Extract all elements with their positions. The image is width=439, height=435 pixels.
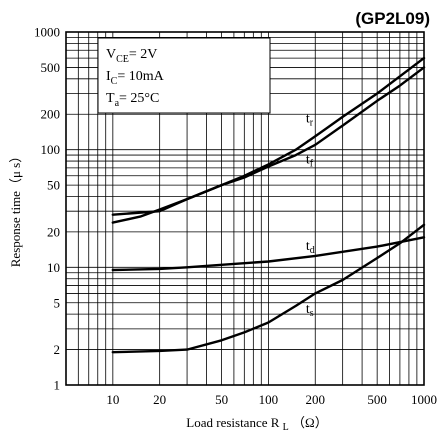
series-label-name: t (306, 112, 310, 127)
plot-frame (65, 31, 425, 386)
condition-subscript: a (115, 98, 120, 109)
y-tick-label: 20 (47, 224, 60, 239)
x-tick-label: 200 (306, 392, 326, 407)
y-tick-label: 100 (41, 142, 61, 157)
condition-symbol: T (106, 91, 115, 106)
condition-line: VCE= 2V (106, 47, 157, 65)
x-tick-label: 20 (153, 392, 166, 407)
condition-value: = 25°C (119, 91, 159, 106)
series-label-name: t (306, 239, 310, 254)
x-tick-label: 100 (259, 392, 279, 407)
conditions-box (97, 37, 271, 114)
condition-value: = 10mA (117, 69, 164, 84)
condition-subscript: CE (116, 54, 129, 65)
series-label-name: t (306, 302, 310, 317)
part-number: (GP2L09) (355, 9, 430, 28)
condition-symbol: I (106, 69, 111, 84)
x-tick-label: 1000 (411, 392, 437, 407)
x-tick-label: 500 (367, 392, 387, 407)
curve-tf (111, 66, 426, 224)
y-axis-title: Response time（μ s） (8, 150, 23, 267)
series-label-subscript: s (310, 308, 314, 319)
curve-ts (111, 223, 426, 354)
series-label-subscript: r (310, 118, 314, 129)
condition-symbol: V (106, 47, 116, 62)
conditions-box-background (98, 38, 270, 113)
y-tick-label: 50 (47, 178, 60, 193)
y-tick-labels: 1 2 5 10 20 50 100 200 500 1000 (34, 25, 60, 393)
series-label-ts: ts (306, 302, 314, 319)
condition-subscript: C (111, 76, 118, 87)
x-axis-title: Load resistance R L （Ω） (186, 415, 327, 433)
x-axis-title-main: Load resistance R (186, 415, 279, 430)
grid (65, 31, 425, 386)
condition-line: IC= 10mA (106, 69, 165, 87)
series-label-subscript: d (310, 245, 315, 256)
y-tick-label: 5 (54, 295, 61, 310)
y-tick-label: 10 (47, 260, 60, 275)
y-tick-label: 2 (54, 342, 61, 357)
series-label-subscript: f (310, 159, 314, 170)
condition-line: Ta= 25°C (106, 91, 159, 109)
series-label-td: td (306, 239, 315, 256)
y-tick-label: 200 (41, 107, 61, 122)
condition-value: = 2V (129, 47, 158, 62)
y-tick-label: 1 (54, 378, 61, 393)
x-axis-title-unit: （Ω） (292, 415, 328, 430)
x-tick-labels: 10 20 50 100 200 500 1000 (106, 392, 437, 407)
y-tick-label: 500 (41, 60, 61, 75)
x-tick-label: 10 (106, 392, 119, 407)
series-label-tr: tr (306, 112, 314, 129)
x-axis-title-sub: L (283, 422, 289, 433)
curve-td (111, 236, 426, 272)
curves (111, 56, 426, 354)
y-tick-label: 1000 (34, 25, 60, 40)
series-label-tf: tf (306, 153, 314, 170)
x-tick-label: 50 (215, 392, 228, 407)
series-label-name: t (306, 153, 310, 168)
